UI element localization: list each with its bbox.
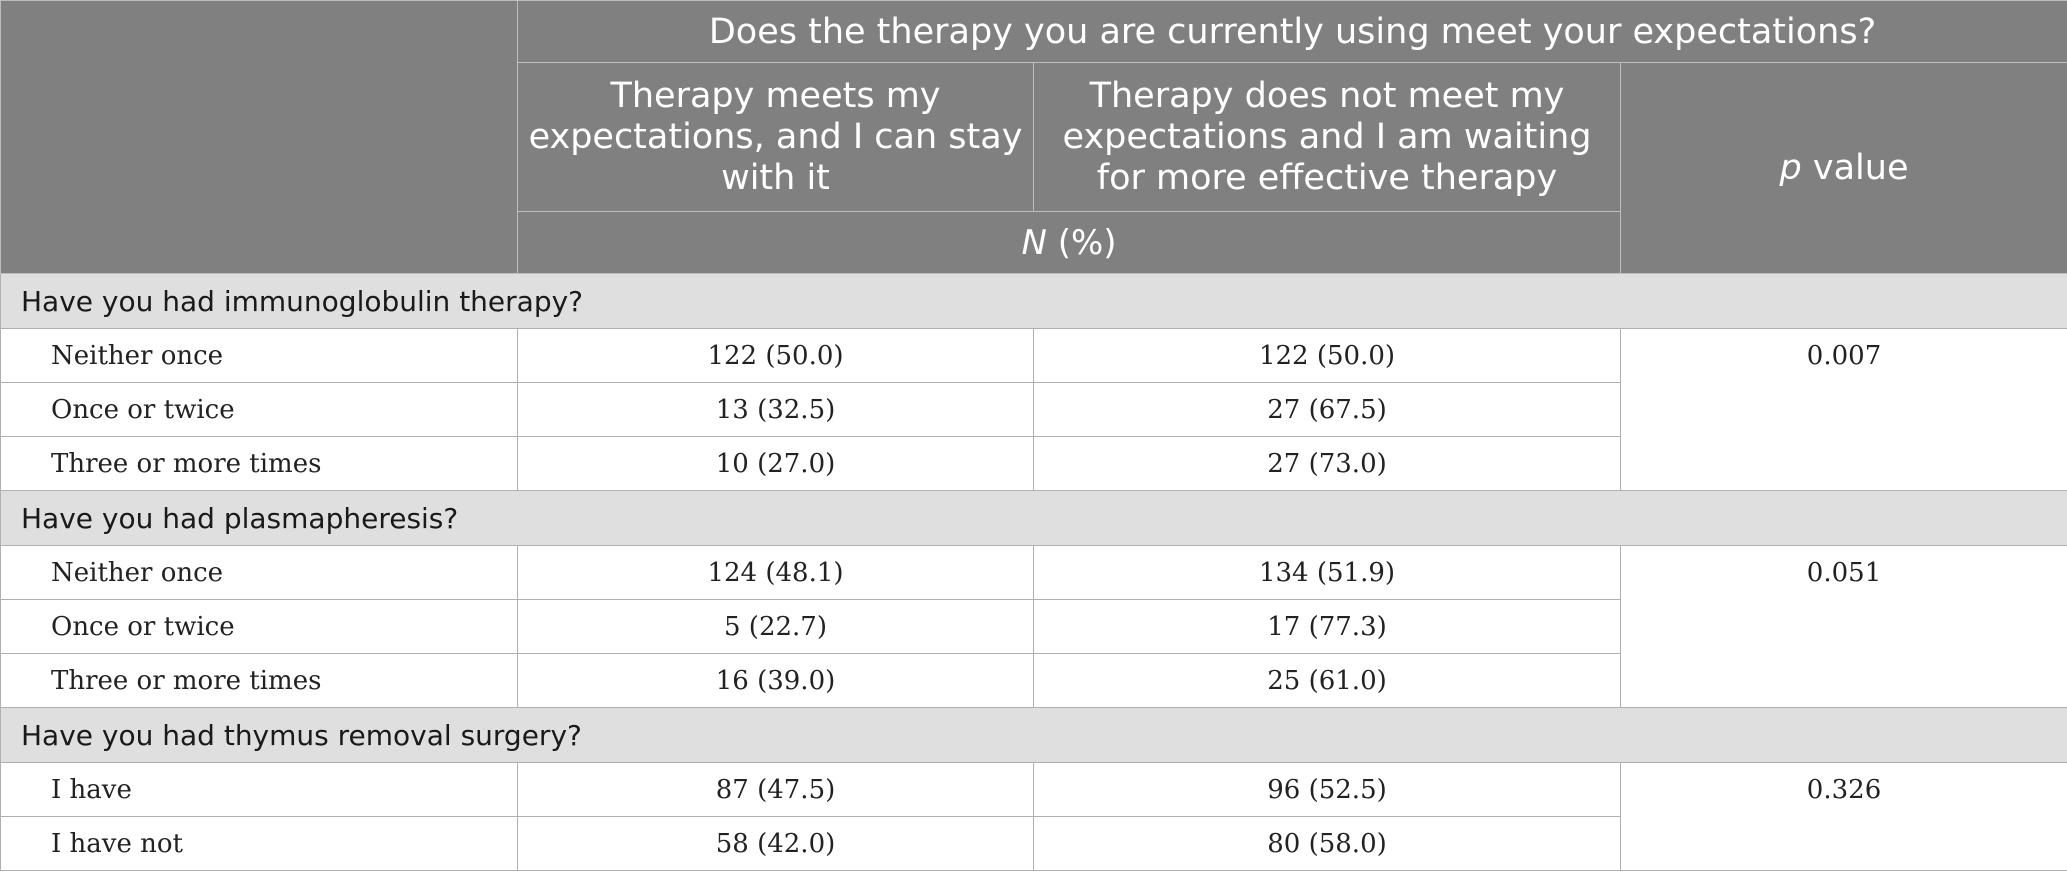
p-value-cell: 0.007 — [1619, 328, 2067, 491]
question-header: Does the therapy you are currently using… — [516, 0, 2067, 63]
meets-value-cell: 58 (42.0) — [517, 816, 1034, 871]
meets-value-cell: 16 (39.0) — [517, 653, 1034, 708]
table-row: I have not 58 (42.0) 80 (58.0) — [0, 816, 2067, 871]
not-meets-expectations-header: Therapy does not meet my expectations an… — [1033, 62, 1621, 212]
row-label: Three or more times — [0, 653, 518, 708]
table-row: Neither once 122 (50.0) 122 (50.0) 0.007 — [0, 328, 2067, 491]
row-label: Once or twice — [0, 599, 518, 654]
section-row: Have you had thymus removal surgery? — [0, 707, 2067, 763]
p-symbol: p — [1779, 148, 1802, 188]
meets-value-cell: 13 (32.5) — [517, 382, 1034, 437]
not-meets-value-cell: 122 (50.0) — [1033, 328, 1621, 383]
row-label: Neither once — [0, 545, 518, 600]
section-title: Have you had immunoglobulin therapy? — [0, 273, 2067, 329]
not-meets-value-cell: 25 (61.0) — [1033, 653, 1621, 708]
not-meets-value-cell: 96 (52.5) — [1033, 762, 1621, 817]
therapy-expectations-table: Does the therapy you are currently using… — [0, 0, 2067, 871]
p-value-header: p value — [1619, 62, 2067, 274]
not-meets-value-cell: 80 (58.0) — [1033, 816, 1621, 871]
row-label: I have not — [0, 816, 518, 871]
table-body: Have you had immunoglobulin therapy? Neit… — [0, 273, 2067, 871]
not-meets-value-cell: 134 (51.9) — [1033, 545, 1621, 600]
n-symbol: N — [1021, 222, 1047, 263]
section-title: Have you had thymus removal surgery? — [0, 707, 2067, 763]
not-meets-value-cell: 27 (67.5) — [1033, 382, 1621, 437]
p-value-cell: 0.051 — [1619, 545, 2067, 708]
n-percent-header: N (%) — [517, 211, 1621, 274]
table-row: Once or twice 13 (32.5) 27 (67.5) — [0, 382, 2067, 437]
header-corner-cell — [0, 0, 518, 274]
p-value-cell: 0.326 — [1619, 762, 2067, 871]
table-header: Does the therapy you are currently using… — [0, 0, 2067, 274]
table-row: Three or more times 16 (39.0) 25 (61.0) — [0, 653, 2067, 708]
not-meets-value-cell: 17 (77.3) — [1033, 599, 1621, 654]
meets-value-cell: 124 (48.1) — [517, 545, 1034, 600]
table-row: Neither once 124 (48.1) 134 (51.9) 0.051 — [0, 545, 2067, 708]
meets-value-cell: 122 (50.0) — [517, 328, 1034, 383]
meets-value-cell: 10 (27.0) — [517, 436, 1034, 491]
percent-label: (%) — [1046, 222, 1117, 263]
meets-value-cell: 5 (22.7) — [517, 599, 1034, 654]
meets-value-cell: 87 (47.5) — [517, 762, 1034, 817]
section-row: Have you had plasmapheresis? — [0, 490, 2067, 546]
not-meets-value-cell: 27 (73.0) — [1033, 436, 1621, 491]
row-label: Once or twice — [0, 382, 518, 437]
section-row: Have you had immunoglobulin therapy? — [0, 273, 2067, 329]
p-value-word: value — [1801, 148, 1909, 188]
section-title: Have you had plasmapheresis? — [0, 490, 2067, 546]
row-label: Neither once — [0, 328, 518, 383]
row-label: I have — [0, 762, 518, 817]
row-label: Three or more times — [0, 436, 518, 491]
table-row: I have 87 (47.5) 96 (52.5) 0.326 — [0, 762, 2067, 871]
data-table-container: Does the therapy you are currently using… — [0, 0, 2067, 871]
meets-expectations-header: Therapy meets my expectations, and I can… — [517, 62, 1034, 212]
